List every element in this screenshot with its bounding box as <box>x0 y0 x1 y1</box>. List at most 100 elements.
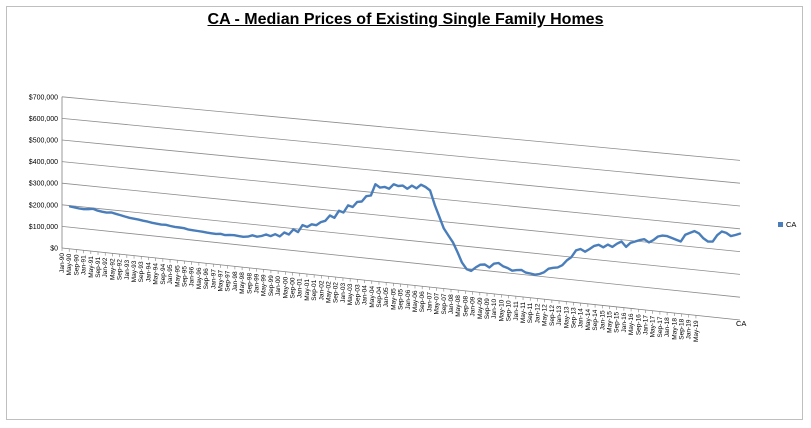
x-tick-label: Sep-94 <box>160 263 167 284</box>
x-tick-label: May-95 <box>174 265 181 287</box>
x-tick-label: Jan-18 <box>664 317 671 337</box>
x-tick-label: May-92 <box>109 258 116 280</box>
x-tick-label: Sep-15 <box>614 312 621 333</box>
x-tick-label: Sep-96 <box>203 268 210 289</box>
y-tick-label: $300,000 <box>29 181 58 188</box>
x-tick-label: May-96 <box>196 267 203 289</box>
x-tick-label: Jan-17 <box>643 315 650 335</box>
x-tick-label: Sep-13 <box>570 307 577 328</box>
x-tick-label: Sep-06 <box>419 291 426 312</box>
chart-title: CA - Median Prices of Existing Single Fa… <box>207 11 604 28</box>
x-tick-label: May-07 <box>434 292 441 314</box>
legend-swatch <box>778 222 783 227</box>
x-tick-label: Jan-00 <box>275 276 282 296</box>
x-tick-label: Jan-95 <box>167 264 174 284</box>
x-tick-label: May-10 <box>498 299 505 321</box>
x-tick-label: May-90 <box>66 253 73 275</box>
x-tick-label: May-06 <box>412 290 419 312</box>
legend-label: CA <box>786 220 796 229</box>
x-tick-label: Jan-04 <box>362 285 369 305</box>
x-tick-label: Jan-09 <box>470 296 477 316</box>
x-tick-label: Sep-04 <box>376 286 383 307</box>
x-tick-label: Jan-10 <box>491 299 498 319</box>
x-tick-label: Jan-13 <box>556 305 563 325</box>
x-tick-label: Sep-08 <box>462 295 469 316</box>
x-tick-label: Sep-97 <box>225 270 232 291</box>
x-tick-label: May-04 <box>369 286 376 308</box>
y-tick-label: $200,000 <box>29 202 58 209</box>
x-tick-label: Sep-02 <box>333 282 340 303</box>
x-tick-label: Jan-91 <box>81 255 88 275</box>
x-tick-label: May-93 <box>131 260 138 282</box>
x-tick-label: Sep-12 <box>549 305 556 326</box>
x-tick-label: May-91 <box>88 256 95 278</box>
x-tick-label: Sep-91 <box>95 256 102 277</box>
y-tick-label: $0 <box>50 246 58 253</box>
y-tick-label: $100,000 <box>29 224 58 231</box>
x-tick-label: May-16 <box>628 313 635 335</box>
x-tick-label: Sep-99 <box>268 275 275 296</box>
x-tick-label: Sep-95 <box>181 266 188 287</box>
x-tick-label: Sep-10 <box>506 300 513 321</box>
x-tick-label: Sep-00 <box>290 277 297 298</box>
x-tick-label: Jan-06 <box>405 289 412 309</box>
x-tick-label: Jan-01 <box>297 278 304 298</box>
x-tick-label: Jan-99 <box>254 273 261 293</box>
x-tick-label: Sep-01 <box>311 279 318 300</box>
x-tick-label: Jan-02 <box>318 280 325 300</box>
y-tick-label: $600,000 <box>29 116 58 123</box>
x-tick-label: Jan-15 <box>599 310 606 330</box>
x-tick-label: May-13 <box>563 306 570 328</box>
y-tick-label: $700,000 <box>29 94 58 101</box>
y-tick-label: $500,000 <box>29 138 58 145</box>
x-tick-label: May-08 <box>455 295 462 317</box>
x-tick-label: Jan-07 <box>426 292 433 312</box>
x-tick-label: Jan-08 <box>448 294 455 314</box>
x-tick-label: Sep-90 <box>73 254 80 275</box>
x-tick-label: May-12 <box>542 304 549 326</box>
x-tick-label: Jan-11 <box>513 301 520 321</box>
gridline <box>61 204 741 275</box>
x-tick-label: Jan-19 <box>686 319 693 339</box>
x-tick-label: May-09 <box>477 297 484 319</box>
x-tick-label: Sep-09 <box>484 298 491 319</box>
x-tick-label: May-00 <box>282 276 289 298</box>
x-tick-label: Sep-98 <box>246 273 253 294</box>
x-tick-label: May-15 <box>606 311 613 333</box>
x-tick-label: Jan-90 <box>59 253 66 273</box>
gridline <box>61 247 741 321</box>
gridline <box>61 139 741 207</box>
x-tick-label: Jan-05 <box>383 287 390 307</box>
x-tick-label: May-99 <box>261 274 268 296</box>
x-tick-label: May-11 <box>520 302 527 324</box>
x-tick-label: Jan-12 <box>534 303 541 323</box>
x-tick-label: Jan-93 <box>124 260 131 280</box>
x-tick-label: May-05 <box>390 288 397 310</box>
gridline <box>61 161 741 230</box>
gridline <box>61 226 741 298</box>
x-tick-label: Jan-94 <box>145 262 152 282</box>
x-tick-label: Jan-98 <box>232 271 239 291</box>
x-tick-label: May-01 <box>304 279 311 301</box>
x-tick-label: Sep-14 <box>592 309 599 330</box>
x-tick-label: Sep-17 <box>657 316 664 337</box>
series-axis-label: CA <box>736 319 746 328</box>
gridline <box>61 182 741 252</box>
x-tick-label: May-97 <box>217 269 224 291</box>
x-tick-label: May-03 <box>347 283 354 305</box>
x-tick-label: Jan-96 <box>189 266 196 286</box>
x-tick-label: Sep-16 <box>635 314 642 335</box>
x-tick-label: Sep-05 <box>398 289 405 310</box>
x-tick-label: Sep-93 <box>138 261 145 282</box>
x-tick-label: May-17 <box>650 315 657 337</box>
x-tick-label: Sep-07 <box>441 293 448 314</box>
x-tick-label: Sep-11 <box>527 302 534 323</box>
x-tick-label: Sep-18 <box>679 318 686 339</box>
x-tick-label: May-19 <box>693 320 700 342</box>
x-tick-label: May-02 <box>326 281 333 303</box>
x-tick-label: May-14 <box>585 308 592 330</box>
x-tick-label: Sep-92 <box>117 259 124 280</box>
x-tick-label: Jan-14 <box>578 308 585 328</box>
gridline <box>61 96 741 161</box>
